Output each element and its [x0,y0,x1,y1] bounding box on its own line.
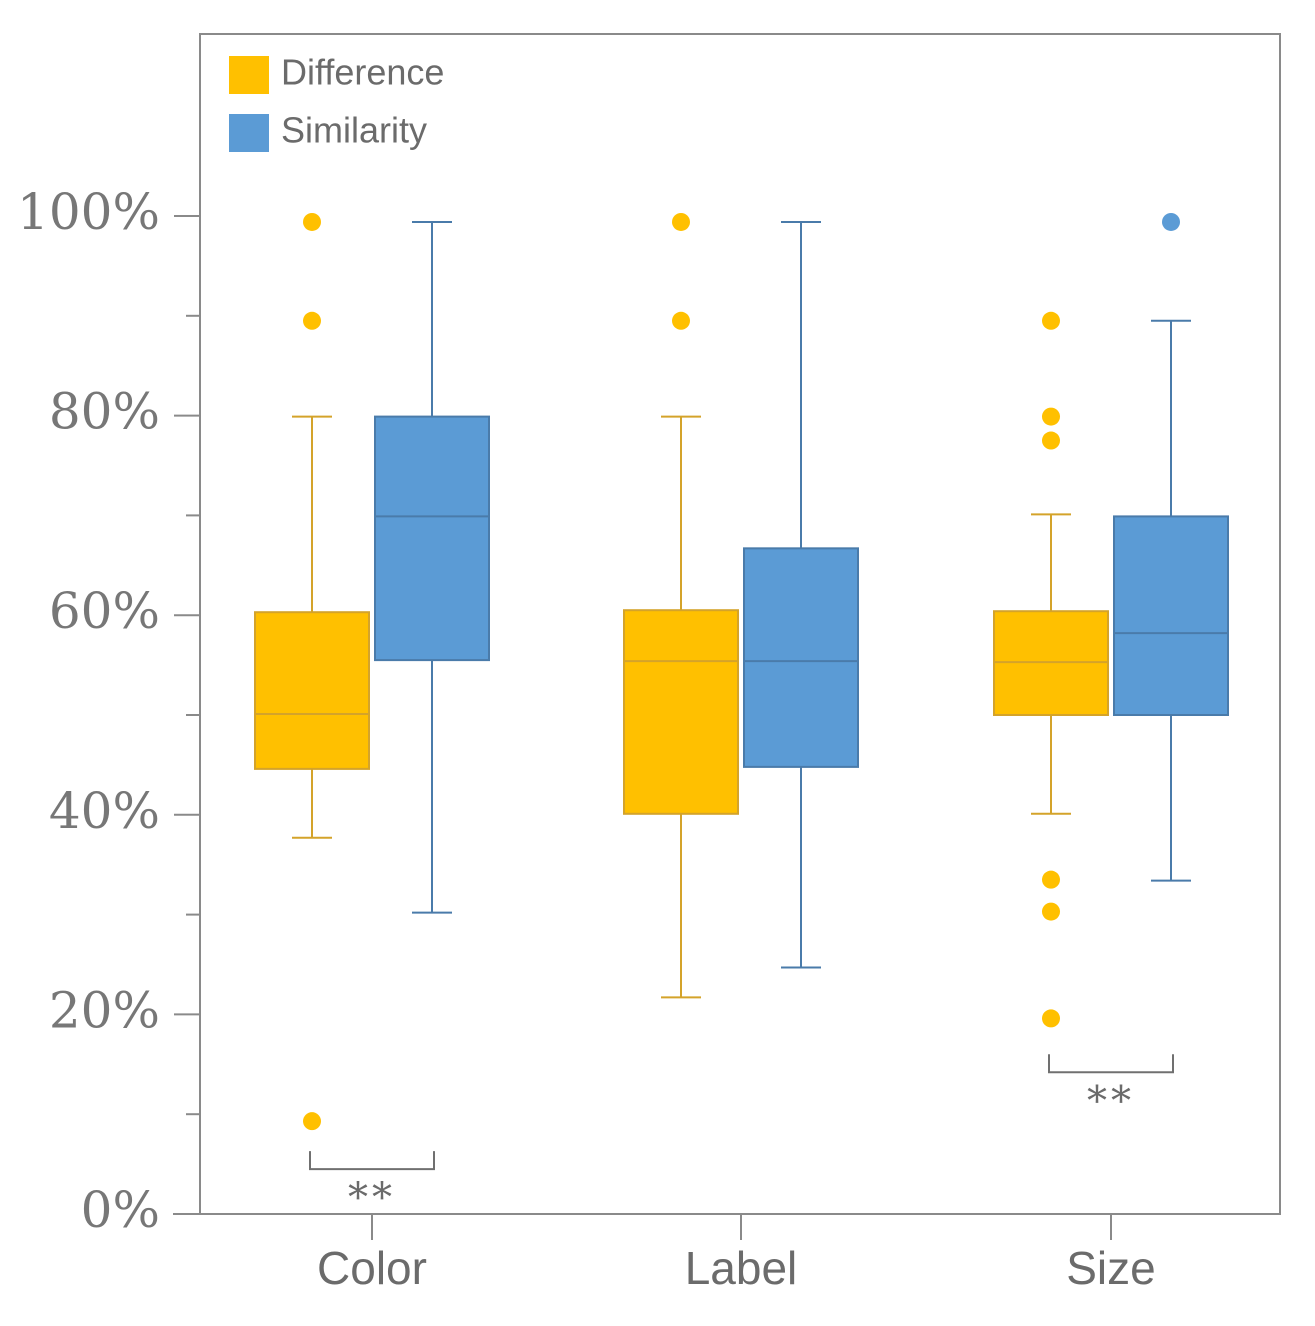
difference-box-label [623,212,739,999]
x-tick-label: Color [317,1242,427,1294]
outlier-point [1042,407,1060,426]
significance-bracket-color: ** [309,1151,435,1221]
significance-label: ** [348,1175,396,1221]
y-tick-label: 60% [49,582,160,640]
similarity-box-label [743,220,859,969]
outlier-point [1162,212,1180,231]
y-tick-label: 0% [81,1181,160,1239]
outlier-point [1042,870,1060,889]
significance-bracket-size: ** [1048,1054,1174,1124]
outlier-point [303,1112,321,1131]
y-tick-label: 100% [17,183,160,241]
outlier-point [1042,1009,1060,1028]
similarity-box-color [374,220,490,914]
iqr-box [254,611,370,770]
x-tick-label: Size [1066,1242,1155,1294]
significance-markers: ** ** [309,1054,1174,1221]
significance-label: ** [1087,1078,1135,1124]
difference-box-color [254,212,370,1131]
outlier-point [1042,311,1060,330]
y-tick-label: 20% [49,981,160,1039]
x-tick-label: Label [685,1242,798,1294]
bracket-line [309,1151,435,1171]
iqr-box [374,415,490,662]
difference-box-size [993,311,1109,1028]
legend-label-similarity: Similarity [281,110,427,151]
outlier-point [303,311,321,330]
x-axis: Color Label Size [317,1214,1156,1294]
outlier-point [672,311,690,330]
legend-label-difference: Difference [281,52,444,93]
outlier-point [1042,902,1060,921]
y-tick-label: 40% [49,782,160,840]
iqr-box [1113,515,1229,717]
iqr-box [623,609,739,815]
iqr-box [743,547,859,768]
similarity-box-size [1113,212,1229,882]
y-axis: 0% 20% 40% 60% 80% 100% [17,183,200,1239]
y-tick-label: 80% [49,383,160,441]
outlier-point [303,212,321,231]
legend: Difference Similarity [229,52,444,152]
legend-swatch-difference [229,56,269,94]
outlier-point [1042,431,1060,450]
box-groups [254,212,1229,1131]
outlier-point [672,212,690,231]
legend-swatch-similarity [229,114,269,152]
bracket-line [1048,1054,1174,1074]
